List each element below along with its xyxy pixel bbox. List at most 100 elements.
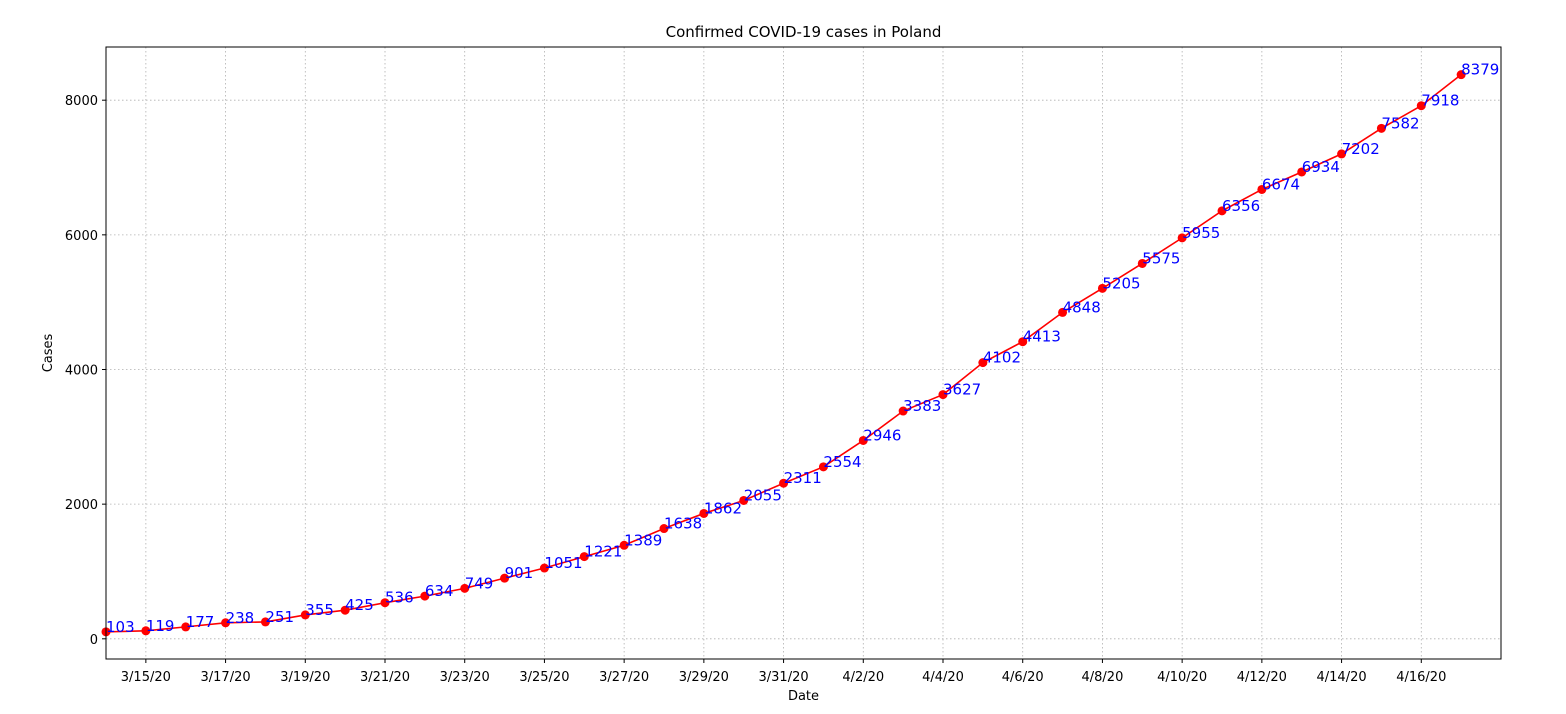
y-axis-title: Cases: [41, 333, 56, 372]
data-label: 1389: [624, 531, 662, 549]
data-label: 7202: [1342, 140, 1380, 158]
x-tick-label: 3/21/20: [360, 670, 410, 685]
y-tick-label: 6000: [65, 229, 98, 244]
x-tick-label: 3/25/20: [519, 670, 569, 685]
data-point: [699, 508, 709, 518]
x-tick-label: 3/27/20: [599, 670, 649, 685]
x-tick-label: 3/29/20: [679, 670, 729, 685]
x-tick-label: 4/8/20: [1082, 670, 1124, 685]
data-point: [1416, 101, 1426, 111]
data-point: [420, 591, 430, 601]
data-point: [1376, 123, 1386, 133]
data-point: [221, 618, 231, 628]
x-tick-label: 4/10/20: [1157, 670, 1207, 685]
x-axis-title: Date: [788, 689, 819, 704]
data-label: 4848: [1063, 298, 1101, 316]
y-tick-label: 2000: [65, 498, 98, 513]
x-tick-label: 4/4/20: [922, 670, 964, 685]
x-axis-ticks: 3/15/20 3/17/20 3/19/20 3/21/20 3/23/20 3/25/…: [121, 659, 1446, 685]
data-label: 119: [146, 617, 175, 635]
data-point: [380, 598, 390, 608]
data-point: [1456, 70, 1466, 80]
data-point: [898, 406, 908, 416]
data-labels: 103 119 177 238 251 355 425 536 634 749 901 1051122…: [106, 61, 1499, 636]
data-point: [659, 524, 669, 534]
data-point: [579, 552, 589, 562]
data-point: [1097, 283, 1107, 293]
data-point: [938, 390, 948, 400]
data-point: [1217, 206, 1227, 216]
x-tick-label: 3/19/20: [280, 670, 330, 685]
data-label: 5205: [1102, 274, 1140, 292]
data-label: 6356: [1222, 197, 1260, 215]
data-label: 7918: [1421, 92, 1459, 110]
x-tick-label: 4/2/20: [842, 670, 884, 685]
data-label: 7582: [1381, 114, 1419, 132]
data-label: 5575: [1142, 249, 1180, 267]
data-label: 1638: [664, 515, 702, 533]
data-point: [1058, 307, 1068, 317]
y-tick-label: 8000: [65, 94, 98, 109]
y-tick-label: 0: [90, 633, 98, 648]
data-label: 103: [106, 618, 135, 636]
x-tick-label: 4/14/20: [1317, 670, 1367, 685]
data-point: [300, 610, 310, 620]
data-label: 749: [465, 574, 494, 592]
data-point: [1137, 258, 1147, 268]
x-tick-label: 3/17/20: [201, 670, 251, 685]
series-markers: [101, 70, 1466, 637]
x-tick-label: 4/12/20: [1237, 670, 1287, 685]
data-point: [260, 617, 270, 627]
data-label: 6934: [1302, 158, 1340, 176]
grid: [106, 47, 1501, 659]
x-tick-label: 4/16/20: [1396, 670, 1446, 685]
data-point: [500, 573, 510, 583]
data-label: 2055: [744, 486, 782, 504]
data-point: [779, 478, 789, 488]
data-label: 425: [345, 596, 374, 614]
data-label: 1221: [584, 543, 622, 561]
data-point: [340, 605, 350, 615]
data-label: 3627: [943, 381, 981, 399]
x-tick-label: 3/23/20: [440, 670, 490, 685]
x-tick-label: 4/6/20: [1002, 670, 1044, 685]
data-label: 355: [305, 601, 334, 619]
x-tick-label: 3/15/20: [121, 670, 171, 685]
data-label: 1862: [704, 499, 742, 517]
data-label: 6674: [1262, 175, 1300, 193]
data-point: [539, 563, 549, 573]
data-label: 1051: [544, 554, 582, 572]
data-point: [1257, 184, 1267, 194]
data-label: 4102: [983, 349, 1021, 367]
data-point: [460, 583, 470, 593]
data-label: 177: [186, 613, 215, 631]
data-label: 238: [226, 609, 255, 627]
data-label: 634: [425, 582, 454, 600]
data-point: [858, 435, 868, 445]
data-point: [1297, 167, 1307, 177]
data-label: 2554: [823, 453, 861, 471]
data-point: [181, 622, 191, 632]
chart-title: Confirmed COVID-19 cases in Poland: [666, 23, 942, 41]
data-point: [1337, 149, 1347, 159]
data-point: [1177, 233, 1187, 243]
data-label: 901: [505, 564, 534, 582]
data-point: [978, 358, 988, 368]
data-point: [619, 540, 629, 550]
y-axis-ticks: 0 2000 4000 6000 8000: [65, 94, 106, 648]
data-label: 2946: [863, 426, 901, 444]
data-label: 4413: [1023, 328, 1061, 346]
data-point: [141, 626, 151, 636]
data-point: [1018, 337, 1028, 347]
data-label: 536: [385, 589, 414, 607]
data-label: 8379: [1461, 61, 1499, 79]
data-point: [818, 462, 828, 472]
x-tick-label: 3/31/20: [759, 670, 809, 685]
data-label: 251: [265, 608, 294, 626]
plot-frame: [105, 46, 1502, 660]
data-point: [739, 495, 749, 505]
data-label: 5955: [1182, 224, 1220, 242]
y-tick-label: 4000: [65, 363, 98, 378]
